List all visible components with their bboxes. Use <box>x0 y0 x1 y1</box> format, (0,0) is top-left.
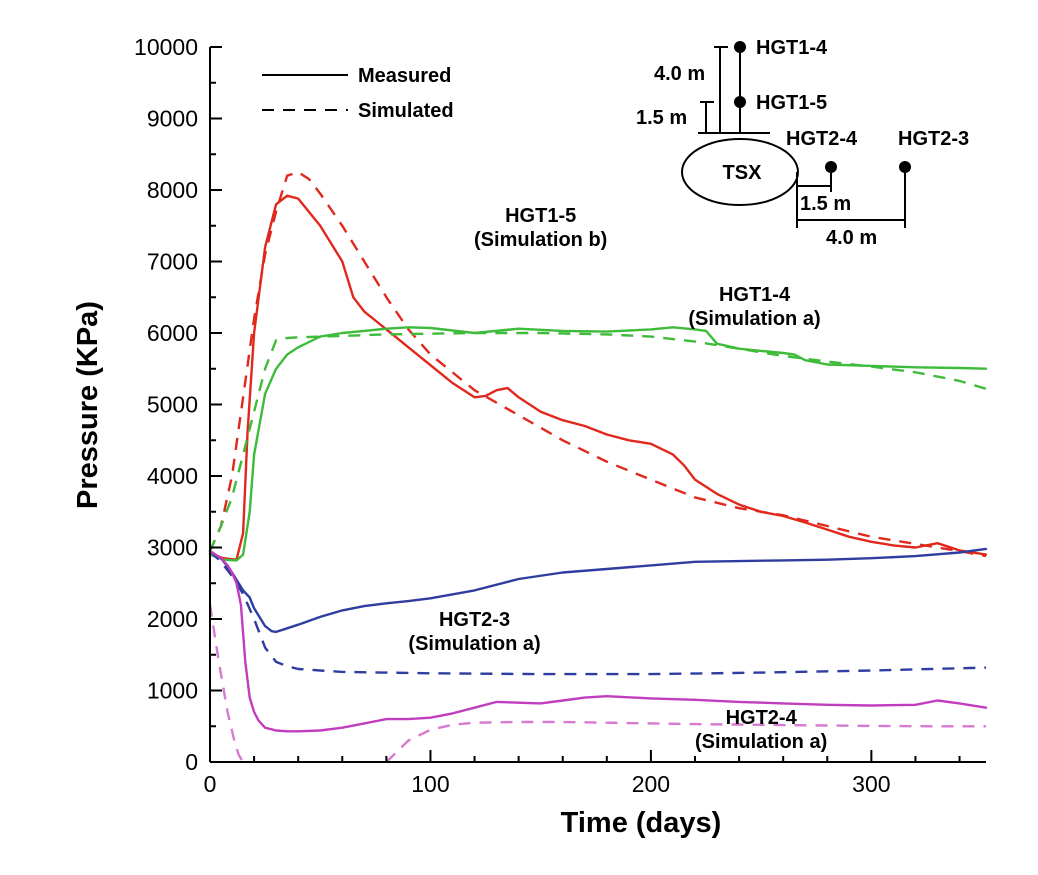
curve-annotation-2: HGT2-3 (Simulation a) <box>408 609 540 655</box>
tsx-label: TSX <box>723 162 763 184</box>
dim-15m-horizontal: 1.5 m <box>800 193 851 215</box>
axes: 0100020003000400050006000700080009000100… <box>134 34 986 797</box>
dim-15m-vertical: 1.5 m <box>636 107 687 129</box>
curve-annotation-3: HGT2-4 (Simulation a) <box>695 707 827 753</box>
sensor-dot-hgt2-4 <box>825 161 837 173</box>
series-line-2-measured <box>208 326 988 562</box>
sensor-label-hgt1-4: HGT1-4 <box>756 37 828 59</box>
x-tick-label: 0 <box>204 771 217 797</box>
y-tick-label: 6000 <box>147 320 198 346</box>
tunnel-schematic: TSX 4.0 m 1.5 m HGT1-4 HGT1-5 HGT2-4 HGT… <box>636 37 969 249</box>
y-tick-label: 9000 <box>147 106 198 132</box>
dim-4m-vertical: 4.0 m <box>654 63 705 85</box>
series-line-4-measured <box>208 547 988 634</box>
series-line-8-simulated <box>385 720 986 763</box>
dim-4m-horizontal: 4.0 m <box>826 227 877 249</box>
y-tick-label: 0 <box>185 749 198 775</box>
series-line-6-measured <box>208 549 988 733</box>
y-tick-label: 8000 <box>147 177 198 203</box>
x-tick-label: 100 <box>411 771 449 797</box>
y-tick-label: 1000 <box>147 678 198 704</box>
annotations: HGT1-5 (Simulation b) HGT1-4 (Simulation a)… <box>408 205 827 753</box>
y-tick-label: 7000 <box>147 249 198 275</box>
legend-label-measured: Measured <box>358 65 451 87</box>
series-line-7-simulated <box>208 604 245 763</box>
x-axis-title: Time (days) <box>561 807 722 839</box>
series-layer <box>208 170 988 763</box>
y-tick-label: 3000 <box>147 535 198 561</box>
legend: Measured Simulated <box>262 65 454 122</box>
sensor-dot-hgt1-4 <box>734 41 746 53</box>
sensor-label-hgt2-3: HGT2-3 <box>898 128 969 150</box>
series-line-5-simulated <box>209 550 987 676</box>
sensor-dot-hgt2-3 <box>899 161 911 173</box>
legend-label-simulated: Simulated <box>358 100 454 122</box>
curve-annotation-0: HGT1-5 (Simulation b) <box>474 205 607 251</box>
y-tick-label: 2000 <box>147 606 198 632</box>
sensor-label-hgt2-4: HGT2-4 <box>786 128 858 150</box>
y-tick-label: 4000 <box>147 463 198 489</box>
sensor-dot-hgt1-5 <box>734 96 746 108</box>
y-tick-label: 10000 <box>134 34 198 60</box>
curve-annotation-1: HGT1-4 (Simulation a) <box>688 284 820 330</box>
series-line-1-simulated <box>208 170 987 558</box>
y-tick-label: 5000 <box>147 392 198 418</box>
x-tick-label: 300 <box>852 771 890 797</box>
y-axis-title: Pressure (KPa) <box>72 301 104 509</box>
x-tick-label: 200 <box>632 771 670 797</box>
sensor-label-hgt1-5: HGT1-5 <box>756 92 827 114</box>
